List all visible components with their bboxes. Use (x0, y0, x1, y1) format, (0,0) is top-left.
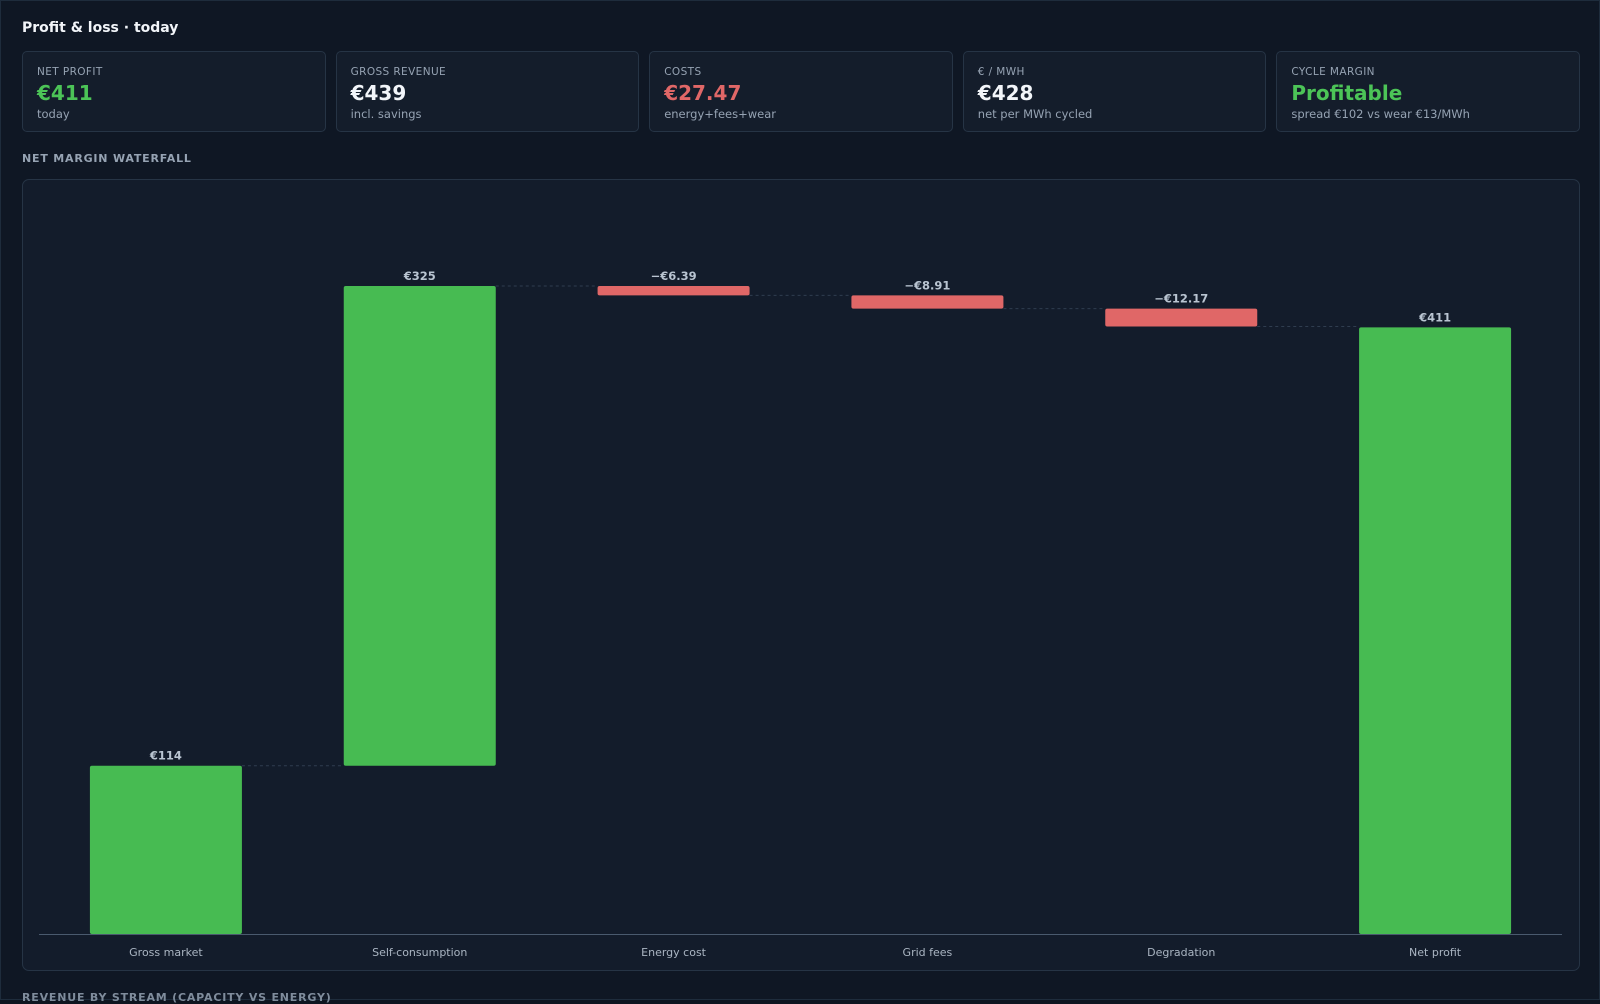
kpi-label: € / MWH (977, 66, 1025, 78)
kpi-value: €439 (350, 81, 407, 105)
waterfall-chart-card (22, 179, 1580, 971)
kpi-value: €411 (37, 81, 93, 105)
kpi-card-cycle-margin: CYCLE MARGIN Profitable spread €102 vs w… (1276, 51, 1580, 132)
kpi-card-gross-revenue: GROSS REVENUE €439 incl. savings (335, 51, 640, 132)
bar-value-label: −€6.39 (651, 269, 697, 283)
kpi-label: GROSS REVENUE (350, 66, 447, 78)
bar-value-label: €325 (403, 269, 436, 283)
kpi-card-net-profit: NET PROFIT €411 today (22, 51, 326, 132)
kpi-card-eur-per-mwh: € / MWH €428 net per MWh cycled (962, 51, 1267, 132)
bar-degradation[interactable] (1105, 308, 1258, 327)
bar-value-label: −€12.17 (1154, 292, 1208, 306)
kpi-row: NET PROFIT €411 today GROSS REVENUE €439… (22, 51, 1580, 132)
category-label: Energy cost (641, 946, 707, 959)
page-title: Profit & loss · today (22, 20, 179, 36)
kpi-sub: net per MWh cycled (977, 107, 1093, 121)
kpi-value: Profitable (1291, 81, 1403, 105)
kpi-sub: energy+fees+wear (664, 107, 776, 121)
kpi-sub: today (37, 107, 70, 121)
bar-value-label: −€8.91 (904, 278, 950, 292)
category-label: Net profit (1409, 946, 1462, 959)
kpi-label: CYCLE MARGIN (1291, 66, 1375, 78)
category-label: Degradation (1147, 946, 1215, 959)
waterfall-chart: €114 Gross market €325 Self-consumption −€6.… (39, 269, 1562, 959)
bar-self-consumption[interactable] (343, 286, 496, 766)
category-label: Gross market (129, 946, 203, 959)
kpi-card-costs: COSTS €27.47 energy+fees+wear (649, 51, 953, 132)
bar-value-label: €114 (149, 749, 182, 763)
revenue-by-stream-section-title: REVENUE BY STREAM (CAPACITY VS ENERGY) (22, 991, 332, 1004)
category-label: Grid fees (903, 946, 953, 959)
kpi-value: €428 (977, 81, 1034, 105)
kpi-label: COSTS (664, 66, 702, 78)
bar-gross-market[interactable] (89, 765, 242, 934)
kpi-label: NET PROFIT (37, 66, 103, 78)
category-label: Self-consumption (372, 946, 467, 959)
bar-energy-cost[interactable] (597, 286, 750, 296)
kpi-value: €27.47 (664, 81, 742, 105)
bar-value-label: €411 (1418, 310, 1451, 324)
waterfall-section-title: NET MARGIN WATERFALL (22, 152, 192, 165)
bar-net-profit[interactable] (1359, 327, 1512, 934)
bar-grid-fees[interactable] (851, 295, 1004, 309)
kpi-sub: incl. savings (350, 107, 422, 121)
kpi-sub: spread €102 vs wear €13/MWh (1291, 107, 1470, 121)
